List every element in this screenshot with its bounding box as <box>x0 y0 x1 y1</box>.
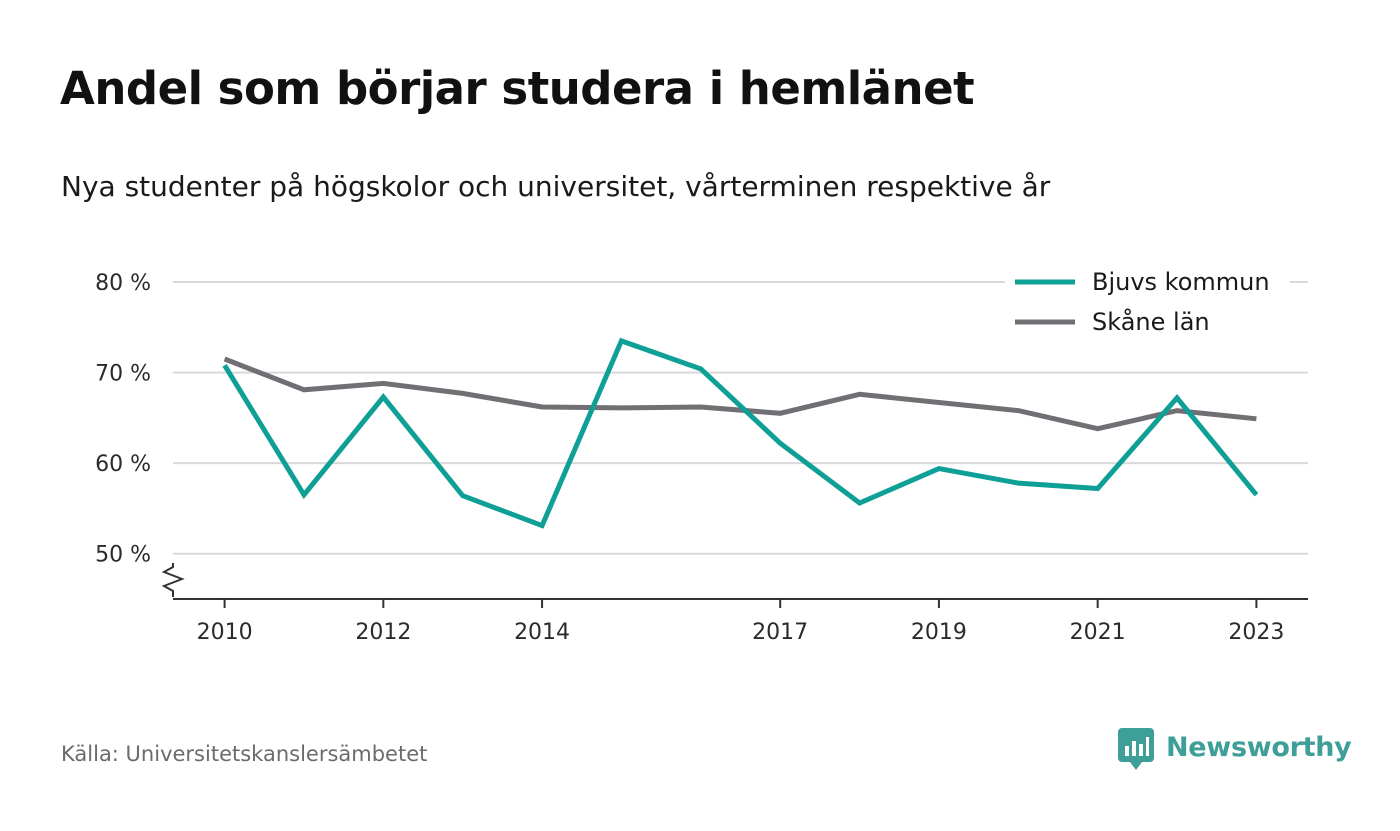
y-tick-label: 60 % <box>95 452 151 477</box>
y-axis-break-marker <box>161 563 185 597</box>
x-tick-label: 2017 <box>752 620 808 645</box>
brand-name: Newsworthy <box>1166 731 1352 763</box>
newsworthy-logo-icon <box>1118 728 1154 770</box>
x-tick-label: 2014 <box>514 620 570 645</box>
x-tick-label: 2010 <box>197 620 253 645</box>
legend: Bjuvs kommun Skåne län <box>1005 266 1290 344</box>
y-tick-label: 80 % <box>95 271 151 296</box>
legend-label: Skåne län <box>1092 307 1210 336</box>
x-tick-label: 2021 <box>1070 620 1126 645</box>
source-note: Källa: Universitetskanslersämbetet <box>61 742 428 766</box>
y-tick-label: 70 % <box>95 362 151 387</box>
x-tick-label: 2023 <box>1228 620 1284 645</box>
axes: 80 % 70 % 60 % 50 % 2010 2012 2014 2017 2019 2021… <box>95 271 1308 645</box>
series-lines <box>222 337 1259 529</box>
legend-background <box>1005 266 1290 344</box>
y-tick-label: 50 % <box>95 543 151 568</box>
x-tick-label: 2012 <box>355 620 411 645</box>
x-tick-label: 2019 <box>911 620 967 645</box>
legend-label: Bjuvs kommun <box>1092 268 1270 296</box>
chart-subtitle: Nya studenter på högskolor och universit… <box>61 170 1051 203</box>
chart-title: Andel som börjar studera i hemlänet <box>60 62 975 115</box>
series-line-bjuvs-kommun <box>222 337 1259 529</box>
brand: Newsworthy <box>1118 728 1352 772</box>
series-line-sk-ne-l-n <box>223 356 1257 432</box>
